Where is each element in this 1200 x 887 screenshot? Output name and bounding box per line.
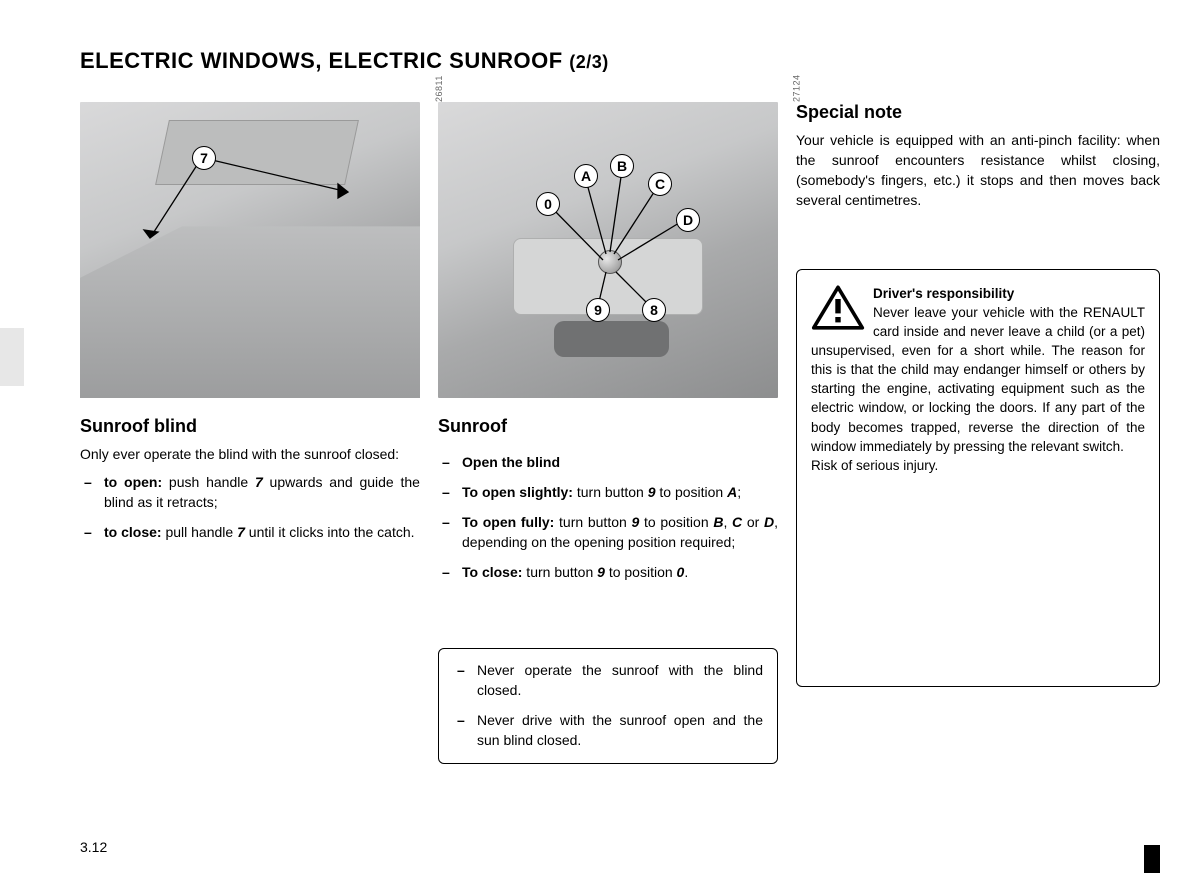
column-1: 26811 7 Sunroof blind Only ever operate … bbox=[80, 102, 420, 764]
callout-8: 8 bbox=[642, 298, 666, 322]
content-columns: 26811 7 Sunroof blind Only ever operate … bbox=[80, 102, 1160, 764]
page-edge-tab bbox=[0, 328, 24, 386]
callout-9: 9 bbox=[586, 298, 610, 322]
figure2-lines bbox=[438, 102, 778, 398]
caution-bullet-1: Never operate the sunroof with the blind… bbox=[453, 661, 763, 701]
callout-C: C bbox=[648, 172, 672, 196]
special-note-para: Your vehicle is equipped with an anti-pi… bbox=[796, 131, 1160, 211]
col2-bullet-open-blind: Open the blind bbox=[438, 453, 778, 473]
corner-mark bbox=[1144, 845, 1160, 873]
callout-A: A bbox=[574, 164, 598, 188]
warning-title: Driver's responsibility bbox=[873, 286, 1014, 301]
warning-risk: Risk of serious injury. bbox=[811, 458, 938, 473]
title-sub: (2/3) bbox=[569, 52, 609, 72]
callout-D: D bbox=[676, 208, 700, 232]
heading-special-note: Special note bbox=[796, 102, 1160, 123]
col2-bullets: Open the blind To open slightly: turn bu… bbox=[438, 453, 778, 592]
column-2: 27124 0 A B C D 9 8 Sunroof Open the bli… bbox=[438, 102, 778, 764]
col1-intro: Only ever operate the blind with the sun… bbox=[80, 445, 420, 465]
caution-bullet-2: Never drive with the sunroof open and th… bbox=[453, 711, 763, 751]
page-title: ELECTRIC WINDOWS, ELECTRIC SUNROOF (2/3) bbox=[80, 48, 1160, 74]
col2-bullet-open-fully: To open fully: turn button 9 to position… bbox=[438, 513, 778, 553]
callout-7: 7 bbox=[192, 146, 216, 170]
title-main: ELECTRIC WINDOWS, ELECTRIC SUNROOF bbox=[80, 48, 563, 73]
col1-bullet-open: to open: push handle 7 upwards and guide… bbox=[80, 473, 420, 513]
caution-box: Never operate the sunroof with the blind… bbox=[438, 648, 778, 764]
warning-icon bbox=[811, 284, 865, 332]
callout-0: 0 bbox=[536, 192, 560, 216]
figure-sunroof-blind: 26811 7 bbox=[80, 102, 420, 398]
callout-B: B bbox=[610, 154, 634, 178]
col1-bullets: to open: push handle 7 upwards and guide… bbox=[80, 473, 420, 553]
heading-sunroof-blind: Sunroof blind bbox=[80, 416, 420, 437]
heading-sunroof: Sunroof bbox=[438, 416, 778, 437]
figure-sunroof-controls: 27124 0 A B C D 9 8 bbox=[438, 102, 778, 398]
col1-bullet-close: to close: pull handle 7 until it clicks … bbox=[80, 523, 420, 543]
warning-box: Driver's responsibility Never leave your… bbox=[796, 269, 1160, 687]
column-3: Special note Your vehicle is equipped wi… bbox=[796, 102, 1160, 764]
col2-bullet-open-slightly: To open slightly: turn button 9 to posit… bbox=[438, 483, 778, 503]
figure1-code: 26811 bbox=[434, 75, 444, 102]
figure2-code: 27124 bbox=[792, 74, 802, 102]
page-number: 3.12 bbox=[80, 839, 107, 855]
figure1-lines bbox=[80, 102, 420, 398]
col2-bullet-close: To close: turn button 9 to position 0. bbox=[438, 563, 778, 583]
